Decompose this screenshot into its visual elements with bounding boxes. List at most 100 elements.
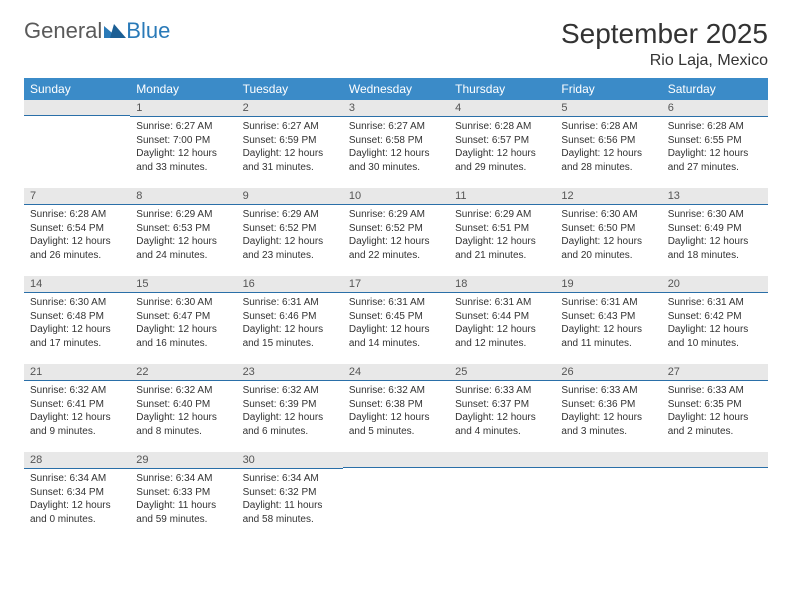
sunset-text: Sunset: 6:43 PM <box>561 310 655 324</box>
day-number: 22 <box>130 364 236 381</box>
sunset-text: Sunset: 6:51 PM <box>455 222 549 236</box>
calendar-cell <box>449 452 555 540</box>
calendar-cell: 23Sunrise: 6:32 AMSunset: 6:39 PMDayligh… <box>237 364 343 452</box>
day-number: 5 <box>555 100 661 117</box>
sunset-text: Sunset: 6:44 PM <box>455 310 549 324</box>
sunrise-text: Sunrise: 6:28 AM <box>455 120 549 134</box>
sunset-text: Sunset: 6:52 PM <box>349 222 443 236</box>
sunset-text: Sunset: 6:45 PM <box>349 310 443 324</box>
location-label: Rio Laja, Mexico <box>561 52 768 70</box>
sunrise-text: Sunrise: 6:32 AM <box>349 384 443 398</box>
day-number: 19 <box>555 276 661 293</box>
calendar-cell <box>555 452 661 540</box>
daylight-text: Daylight: 12 hours and 18 minutes. <box>668 235 762 262</box>
calendar-cell: 3Sunrise: 6:27 AMSunset: 6:58 PMDaylight… <box>343 100 449 188</box>
day-content: Sunrise: 6:28 AMSunset: 6:55 PMDaylight:… <box>662 117 768 180</box>
calendar-cell: 7Sunrise: 6:28 AMSunset: 6:54 PMDaylight… <box>24 188 130 276</box>
sunrise-text: Sunrise: 6:31 AM <box>561 296 655 310</box>
day-number: 14 <box>24 276 130 293</box>
sunrise-text: Sunrise: 6:34 AM <box>243 472 337 486</box>
day-content: Sunrise: 6:29 AMSunset: 6:52 PMDaylight:… <box>237 205 343 268</box>
sunset-text: Sunset: 6:46 PM <box>243 310 337 324</box>
day-content: Sunrise: 6:31 AMSunset: 6:43 PMDaylight:… <box>555 293 661 356</box>
sunset-text: Sunset: 6:34 PM <box>30 486 124 500</box>
day-header: Wednesday <box>343 78 449 100</box>
day-header: Saturday <box>662 78 768 100</box>
day-number: 23 <box>237 364 343 381</box>
calendar-cell <box>24 100 130 188</box>
day-number: 11 <box>449 188 555 205</box>
day-number: 13 <box>662 188 768 205</box>
day-content: Sunrise: 6:30 AMSunset: 6:48 PMDaylight:… <box>24 293 130 356</box>
daylight-text: Daylight: 12 hours and 16 minutes. <box>136 323 230 350</box>
daylight-text: Daylight: 12 hours and 30 minutes. <box>349 147 443 174</box>
day-content: Sunrise: 6:27 AMSunset: 7:00 PMDaylight:… <box>130 117 236 180</box>
daylight-text: Daylight: 12 hours and 9 minutes. <box>30 411 124 438</box>
calendar-cell: 18Sunrise: 6:31 AMSunset: 6:44 PMDayligh… <box>449 276 555 364</box>
sunrise-text: Sunrise: 6:31 AM <box>668 296 762 310</box>
sunrise-text: Sunrise: 6:28 AM <box>30 208 124 222</box>
daylight-text: Daylight: 12 hours and 10 minutes. <box>668 323 762 350</box>
day-number <box>555 452 661 468</box>
sunrise-text: Sunrise: 6:27 AM <box>349 120 443 134</box>
sunrise-text: Sunrise: 6:33 AM <box>455 384 549 398</box>
calendar-cell: 12Sunrise: 6:30 AMSunset: 6:50 PMDayligh… <box>555 188 661 276</box>
calendar-cell <box>343 452 449 540</box>
day-number: 15 <box>130 276 236 293</box>
calendar-table: Sunday Monday Tuesday Wednesday Thursday… <box>24 78 768 540</box>
calendar-week-row: 14Sunrise: 6:30 AMSunset: 6:48 PMDayligh… <box>24 276 768 364</box>
day-content: Sunrise: 6:27 AMSunset: 6:58 PMDaylight:… <box>343 117 449 180</box>
daylight-text: Daylight: 11 hours and 58 minutes. <box>243 499 337 526</box>
sunset-text: Sunset: 6:42 PM <box>668 310 762 324</box>
sunrise-text: Sunrise: 6:33 AM <box>668 384 762 398</box>
sunrise-text: Sunrise: 6:30 AM <box>668 208 762 222</box>
day-header: Sunday <box>24 78 130 100</box>
daylight-text: Daylight: 12 hours and 29 minutes. <box>455 147 549 174</box>
page-header: General Blue September 2025 Rio Laja, Me… <box>24 18 768 70</box>
day-number: 20 <box>662 276 768 293</box>
day-number: 21 <box>24 364 130 381</box>
daylight-text: Daylight: 12 hours and 12 minutes. <box>455 323 549 350</box>
daylight-text: Daylight: 12 hours and 5 minutes. <box>349 411 443 438</box>
calendar-cell: 9Sunrise: 6:29 AMSunset: 6:52 PMDaylight… <box>237 188 343 276</box>
sunrise-text: Sunrise: 6:29 AM <box>349 208 443 222</box>
sunset-text: Sunset: 6:32 PM <box>243 486 337 500</box>
day-content: Sunrise: 6:34 AMSunset: 6:33 PMDaylight:… <box>130 469 236 532</box>
sunrise-text: Sunrise: 6:31 AM <box>455 296 549 310</box>
daylight-text: Daylight: 12 hours and 22 minutes. <box>349 235 443 262</box>
day-number: 6 <box>662 100 768 117</box>
daylight-text: Daylight: 12 hours and 17 minutes. <box>30 323 124 350</box>
sunset-text: Sunset: 6:48 PM <box>30 310 124 324</box>
calendar-cell: 13Sunrise: 6:30 AMSunset: 6:49 PMDayligh… <box>662 188 768 276</box>
daylight-text: Daylight: 12 hours and 24 minutes. <box>136 235 230 262</box>
sunrise-text: Sunrise: 6:30 AM <box>136 296 230 310</box>
sunset-text: Sunset: 6:38 PM <box>349 398 443 412</box>
day-number: 17 <box>343 276 449 293</box>
daylight-text: Daylight: 12 hours and 2 minutes. <box>668 411 762 438</box>
calendar-cell: 21Sunrise: 6:32 AMSunset: 6:41 PMDayligh… <box>24 364 130 452</box>
day-number: 8 <box>130 188 236 205</box>
day-content: Sunrise: 6:31 AMSunset: 6:44 PMDaylight:… <box>449 293 555 356</box>
calendar-cell: 19Sunrise: 6:31 AMSunset: 6:43 PMDayligh… <box>555 276 661 364</box>
sunset-text: Sunset: 6:39 PM <box>243 398 337 412</box>
calendar-cell: 1Sunrise: 6:27 AMSunset: 7:00 PMDaylight… <box>130 100 236 188</box>
brand-logo: General Blue <box>24 18 170 44</box>
month-title: September 2025 <box>561 18 768 50</box>
sunset-text: Sunset: 7:00 PM <box>136 134 230 148</box>
day-content: Sunrise: 6:30 AMSunset: 6:49 PMDaylight:… <box>662 205 768 268</box>
day-header-row: Sunday Monday Tuesday Wednesday Thursday… <box>24 78 768 100</box>
sunrise-text: Sunrise: 6:29 AM <box>136 208 230 222</box>
day-content: Sunrise: 6:28 AMSunset: 6:57 PMDaylight:… <box>449 117 555 180</box>
day-content: Sunrise: 6:30 AMSunset: 6:47 PMDaylight:… <box>130 293 236 356</box>
daylight-text: Daylight: 12 hours and 21 minutes. <box>455 235 549 262</box>
calendar-cell: 14Sunrise: 6:30 AMSunset: 6:48 PMDayligh… <box>24 276 130 364</box>
sunrise-text: Sunrise: 6:33 AM <box>561 384 655 398</box>
day-header: Monday <box>130 78 236 100</box>
day-header: Thursday <box>449 78 555 100</box>
daylight-text: Daylight: 12 hours and 3 minutes. <box>561 411 655 438</box>
calendar-cell: 4Sunrise: 6:28 AMSunset: 6:57 PMDaylight… <box>449 100 555 188</box>
sunset-text: Sunset: 6:50 PM <box>561 222 655 236</box>
calendar-cell: 30Sunrise: 6:34 AMSunset: 6:32 PMDayligh… <box>237 452 343 540</box>
day-content: Sunrise: 6:29 AMSunset: 6:52 PMDaylight:… <box>343 205 449 268</box>
sunrise-text: Sunrise: 6:29 AM <box>243 208 337 222</box>
